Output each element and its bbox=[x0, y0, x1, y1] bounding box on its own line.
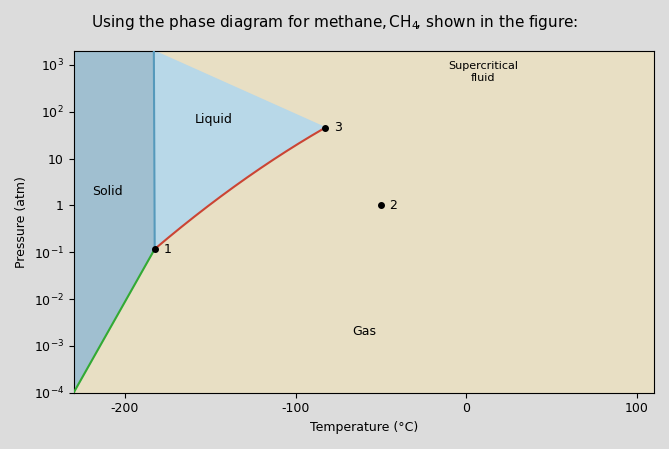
Text: 2: 2 bbox=[389, 199, 397, 212]
X-axis label: Temperature (°C): Temperature (°C) bbox=[310, 421, 418, 434]
Text: Supercritical
fluid: Supercritical fluid bbox=[448, 62, 518, 83]
Polygon shape bbox=[154, 51, 325, 249]
Text: 3: 3 bbox=[334, 121, 342, 134]
Text: Solid: Solid bbox=[92, 185, 123, 198]
Y-axis label: Pressure (atm): Pressure (atm) bbox=[15, 176, 28, 268]
Text: Gas: Gas bbox=[352, 326, 376, 338]
Text: Liquid: Liquid bbox=[195, 113, 233, 126]
Text: 1: 1 bbox=[163, 242, 171, 255]
Text: Using the phase diagram for methane,$\,$CH$_4$$\!$, shown in the figure:: Using the phase diagram for methane,$\,$… bbox=[91, 13, 578, 32]
Polygon shape bbox=[74, 51, 155, 393]
